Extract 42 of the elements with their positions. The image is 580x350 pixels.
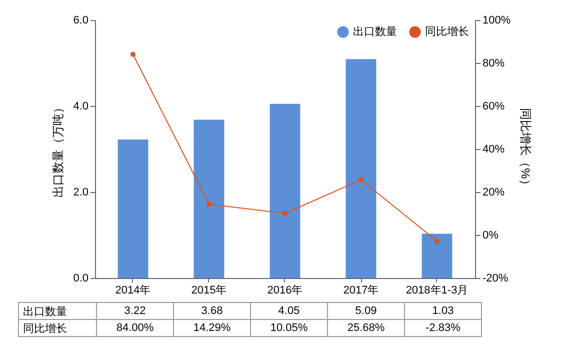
y2-tick-label: 60% (482, 100, 505, 112)
bar (346, 59, 376, 278)
y2-tick-label: 80% (482, 58, 505, 70)
y-tick-label: 6.0 (73, 14, 88, 26)
point (434, 238, 440, 244)
y-tick-label: 2.0 (73, 186, 88, 198)
data-label: 84.00% (96, 320, 174, 336)
text: 同比增长 (23, 322, 67, 334)
bar (422, 234, 452, 278)
point (282, 210, 288, 216)
y2-tick-label: 40% (482, 144, 505, 156)
data-label: 3.68 (174, 302, 250, 320)
x-tick-label: 2018年1-3月 (406, 284, 468, 296)
y2-tick-label: 0% (482, 230, 499, 242)
y2-axis-title: 同比增长（%） (518, 108, 533, 191)
y2-tick-label: 20% (482, 186, 505, 198)
data-label: -2.83% (404, 320, 482, 336)
point (130, 52, 136, 57)
x-tick-label: 2016年 (267, 284, 303, 296)
y2-tick-label: -20% (482, 272, 508, 284)
data-label: 3.22 (96, 302, 174, 320)
x-tick-label: 2017年 (343, 284, 379, 296)
point (206, 202, 212, 207)
data-label: 25.68% (328, 320, 404, 336)
legend-label: 出口数量 (353, 25, 397, 38)
data-label: 10.05% (250, 320, 328, 336)
point (358, 177, 364, 182)
text: 出口数量 (23, 306, 67, 318)
y-tick-label: 0.0 (73, 272, 88, 284)
x-tick-label: 2015年 (191, 284, 227, 296)
data-label: 14.29% (174, 320, 250, 336)
data-label: 4.05 (250, 302, 328, 320)
y2-tick-label: 100% (482, 14, 511, 26)
data-label: 1.03 (404, 302, 482, 320)
data-label: 5.09 (328, 302, 404, 320)
y-tick-label: 4.0 (73, 100, 88, 112)
bar (270, 104, 300, 278)
y-axis-title: 出口数量（万吨） (51, 102, 66, 198)
legend-label: 同比增长 (425, 25, 469, 38)
x-tick-label: 2014年 (115, 284, 151, 296)
bar (194, 120, 224, 278)
bar (118, 140, 148, 278)
